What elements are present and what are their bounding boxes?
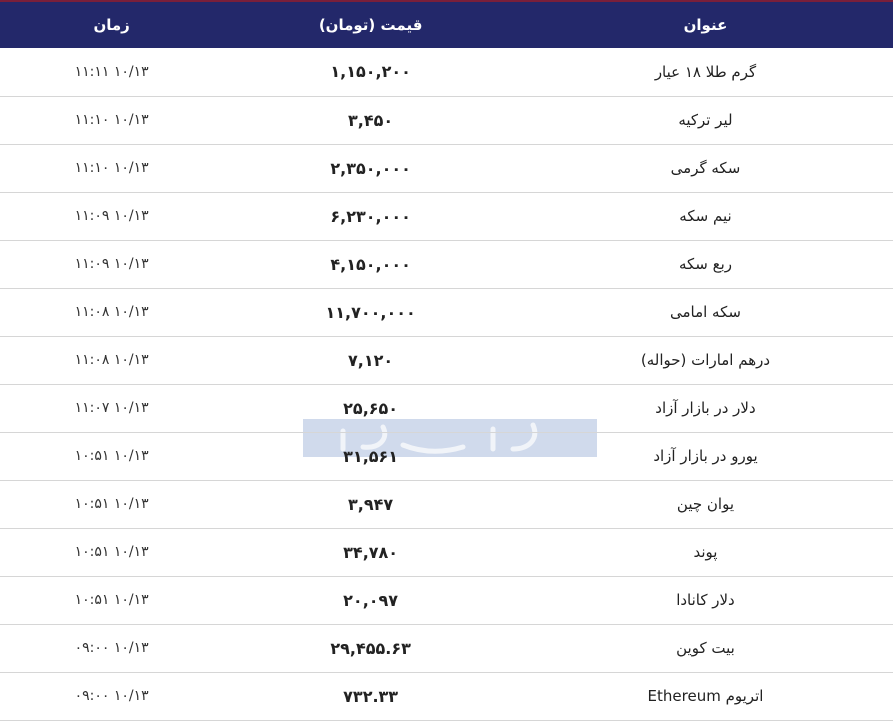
row-price: ۴,۱۵۰,۰۰۰ (330, 254, 411, 274)
row-time: ۰۹:۰۰ ۱۰/۱۳ (74, 640, 149, 656)
row-price: ۶,۲۳۰,۰۰۰ (330, 206, 411, 226)
row-price: ۳۱,۵۶۱ (343, 446, 399, 466)
row-title: یورو در بازار آزاد (653, 447, 758, 465)
row-title: سکه گرمی (670, 159, 741, 177)
row-price: ۱,۱۵۰,۲۰۰ (330, 62, 411, 82)
row-title: گرم طلا ۱۸ عیار (654, 62, 757, 81)
row-time: ۰۹:۰۰ ۱۰/۱۳ (74, 688, 149, 704)
row-title: ربع سکه (678, 255, 733, 273)
row-time: ۱۱:۱۰ ۱۰/۱۳ (74, 160, 149, 176)
row-title: سکه امامی (669, 303, 741, 321)
header-time: زمان (93, 16, 130, 34)
row-time: ۱۰:۵۱ ۱۰/۱۳ (74, 496, 149, 512)
row-time: ۱۱:۱۱ ۱۰/۱۳ (74, 63, 149, 80)
row-price: ۱۱,۷۰۰,۰۰۰ (325, 302, 416, 322)
table-row: دلار در بازار آزاد ۲۵,۶۵۰ ۱۱:۰۷ ۱۰/۱۳ (0, 384, 893, 432)
row-title: دلار در بازار آزاد (655, 399, 756, 417)
row-time: ۱۱:۱۰ ۱۰/۱۳ (74, 112, 149, 128)
row-title: نیم سکه (679, 207, 732, 225)
row-title: یوان چین (676, 495, 735, 513)
row-time: ۱۱:۰۹ ۱۰/۱۳ (74, 208, 149, 224)
row-title: دلار کانادا (676, 591, 735, 609)
row-price: ۲۹,۴۵۵.۶۳ (330, 638, 411, 658)
table-header: عنوان قیمت (تومان) زمان (0, 2, 893, 48)
table-row: بیت کوین ۲۹,۴۵۵.۶۳ ۰۹:۰۰ ۱۰/۱۳ (0, 624, 893, 672)
row-price: ۳,۴۵۰ (348, 110, 394, 130)
row-title: پوند (693, 543, 718, 561)
header-title: عنوان (683, 16, 728, 34)
table-row: گرم طلا ۱۸ عیار ۱,۱۵۰,۲۰۰ ۱۱:۱۱ ۱۰/۱۳ (0, 48, 893, 96)
row-title: درهم امارات (حواله) (640, 351, 771, 369)
table-row: سکه گرمی ۲,۳۵۰,۰۰۰ ۱۱:۱۰ ۱۰/۱۳ (0, 144, 893, 192)
table-row: لیر ترکیه ۳,۴۵۰ ۱۱:۱۰ ۱۰/۱۳ (0, 96, 893, 144)
table-row: سکه امامی ۱۱,۷۰۰,۰۰۰ ۱۱:۰۸ ۱۰/۱۳ (0, 288, 893, 336)
row-time: ۱۱:۰۸ ۱۰/۱۳ (74, 352, 149, 368)
row-price: ۷,۱۲۰ (348, 350, 394, 370)
row-price: ۳,۹۴۷ (348, 494, 394, 514)
row-time: ۱۱:۰۹ ۱۰/۱۳ (74, 256, 149, 272)
table-row: یورو در بازار آزاد ۳۱,۵۶۱ ۱۰:۵۱ ۱۰/۱۳ (0, 432, 893, 480)
table-row: دلار کانادا ۲۰,۰۹۷ ۱۰:۵۱ ۱۰/۱۳ (0, 576, 893, 624)
table-row: اتریوم Ethereum ۷۳۲.۳۳ ۰۹:۰۰ ۱۰/۱۳ (0, 672, 893, 720)
row-price: ۲۵,۶۵۰ (343, 398, 399, 418)
table-row: ربع سکه ۴,۱۵۰,۰۰۰ ۱۱:۰۹ ۱۰/۱۳ (0, 240, 893, 288)
table-row: یوان چین ۳,۹۴۷ ۱۰:۵۱ ۱۰/۱۳ (0, 480, 893, 528)
table-row: درهم امارات (حواله) ۷,۱۲۰ ۱۱:۰۸ ۱۰/۱۳ (0, 336, 893, 384)
header-price: قیمت (تومان) (318, 16, 423, 34)
table-row: پوند ۳۴,۷۸۰ ۱۰:۵۱ ۱۰/۱۳ (0, 528, 893, 576)
row-time: ۱۰:۵۱ ۱۰/۱۳ (74, 592, 149, 608)
row-price: ۲,۳۵۰,۰۰۰ (330, 158, 411, 178)
row-time: ۱۱:۰۸ ۱۰/۱۳ (74, 304, 149, 320)
row-price: ۲۰,۰۹۷ (343, 590, 399, 610)
row-time: ۱۰:۵۱ ۱۰/۱۳ (74, 448, 149, 464)
row-price: ۷۳۲.۳۳ (343, 686, 399, 706)
row-title: بیت کوین (676, 639, 735, 657)
table-row: نیم سکه ۶,۲۳۰,۰۰۰ ۱۱:۰۹ ۱۰/۱۳ (0, 192, 893, 240)
row-title: اتریوم Ethereum (647, 687, 764, 705)
row-time: ۱۱:۰۷ ۱۰/۱۳ (74, 400, 149, 416)
row-title: لیر ترکیه (678, 111, 733, 129)
row-price: ۳۴,۷۸۰ (343, 542, 399, 562)
row-time: ۱۰:۵۱ ۱۰/۱۳ (74, 544, 149, 560)
top-accent-line (0, 0, 893, 2)
